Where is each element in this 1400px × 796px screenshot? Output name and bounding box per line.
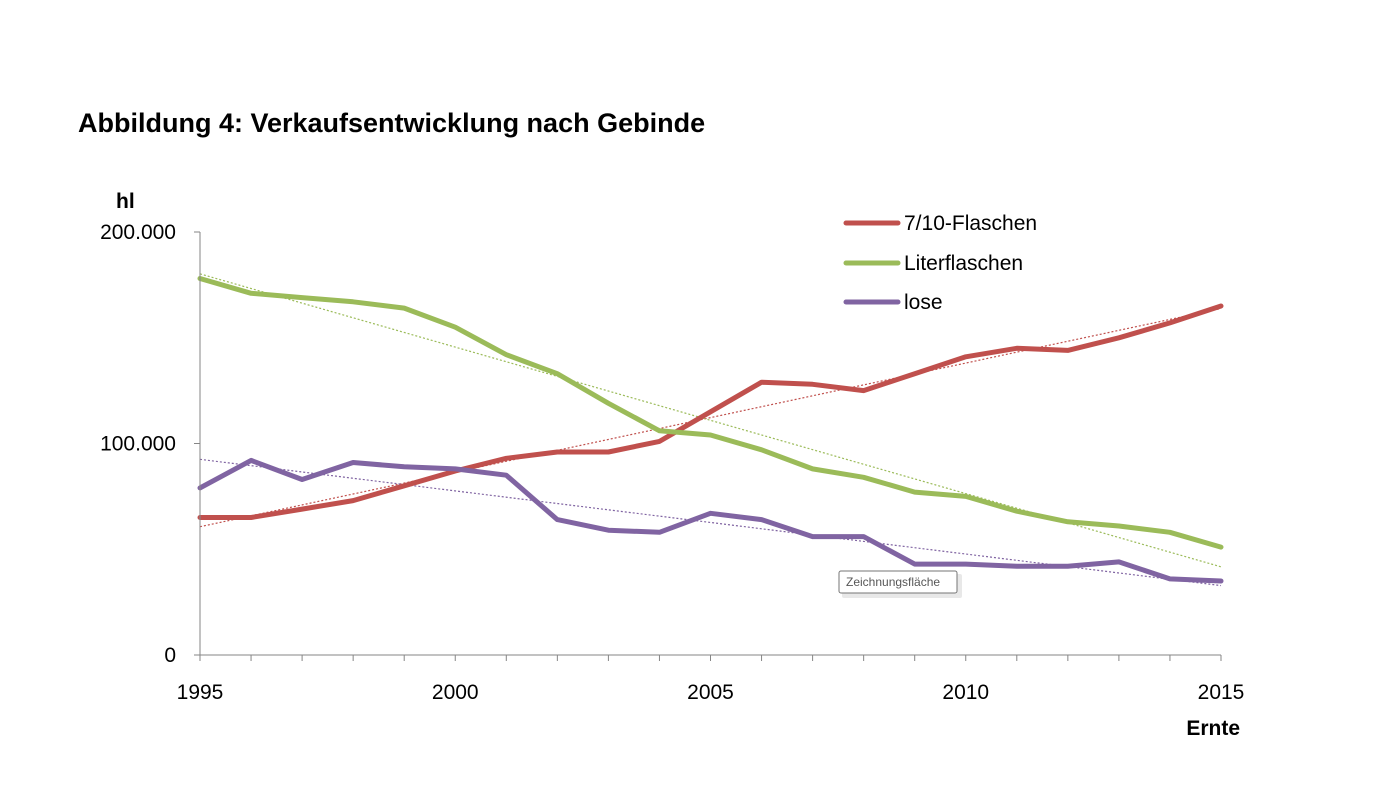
legend-label: Literflaschen xyxy=(904,252,1023,275)
x-tick-label: 2015 xyxy=(1198,681,1245,704)
series-line xyxy=(197,457,1224,584)
legend-label: lose xyxy=(904,291,943,314)
y-tick-label: 0 xyxy=(164,644,176,667)
series-line xyxy=(197,303,1224,520)
y-tick-label: 200.000 xyxy=(100,221,176,244)
axes: 0 100.000 200.000 1995 2000 2005 2010 2015 xyxy=(100,221,1244,704)
trendlines xyxy=(199,273,1222,587)
series-line xyxy=(197,276,1224,550)
y-axis-label: hl xyxy=(116,190,135,213)
y-tick-label: 100.000 xyxy=(100,433,176,456)
legend-label: 7/10-Flaschen xyxy=(904,212,1037,235)
series-lines xyxy=(197,276,1224,584)
chart-title: Abbildung 4: Verkaufsentwicklung nach Ge… xyxy=(78,108,705,138)
plot-area-tooltip: Zeichnungsfläche xyxy=(838,570,962,598)
x-tick-label: 1995 xyxy=(177,681,224,704)
tooltip-text: Zeichnungsfläche xyxy=(846,575,940,589)
x-axis-label: Ernte xyxy=(1186,717,1240,740)
legend: 7/10-Flaschen Literflaschen lose xyxy=(843,212,1037,314)
x-tick-label: 2005 xyxy=(687,681,734,704)
trendline xyxy=(199,307,1222,528)
x-tick-label: 2000 xyxy=(432,681,479,704)
x-tick-label: 2010 xyxy=(942,681,989,704)
